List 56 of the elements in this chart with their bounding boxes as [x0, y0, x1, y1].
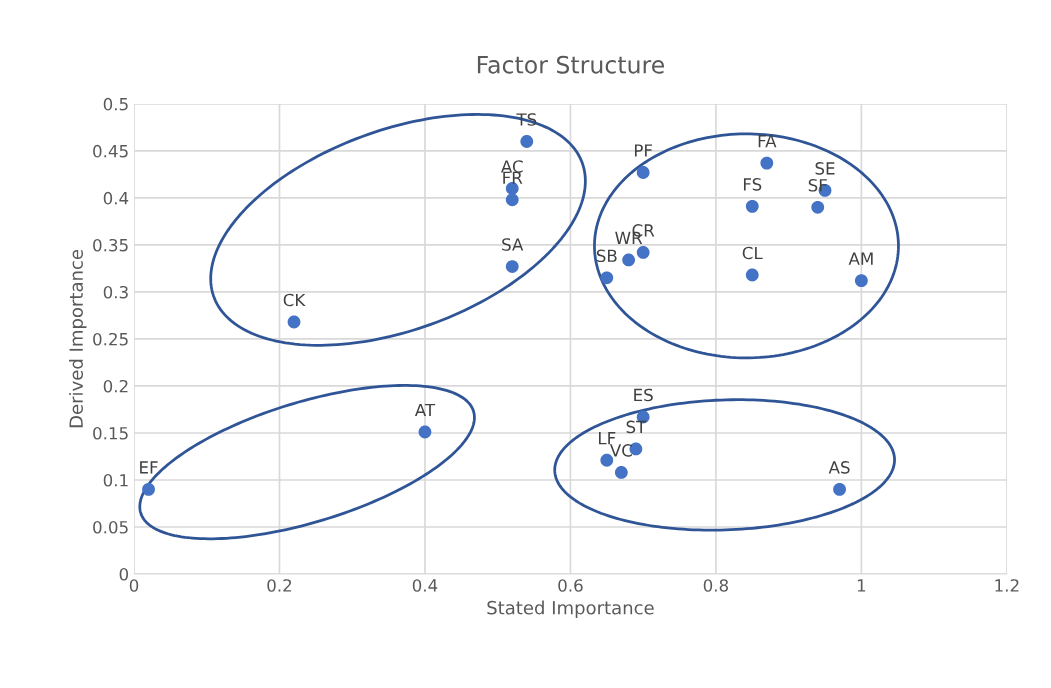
- y-tick-label: 0.45: [93, 144, 128, 158]
- annotation: ST: [626, 420, 647, 434]
- y-tick-label: 0: [119, 567, 129, 581]
- point: [854, 274, 868, 288]
- y-tick-label: 0.35: [93, 238, 128, 252]
- y-tick-label: 0.05: [93, 520, 128, 534]
- point: [811, 200, 825, 214]
- annotation: EF: [140, 461, 158, 474]
- point: [745, 268, 759, 282]
- point: [622, 253, 636, 267]
- annotation: FR: [503, 171, 523, 184]
- annotation: SB: [596, 249, 617, 263]
- annotation: SA: [502, 238, 524, 251]
- x-axis-title: Stated Importance: [487, 600, 654, 619]
- chart-title: Factor Structure: [477, 55, 664, 74]
- annotation: CL: [742, 246, 763, 260]
- point: [505, 260, 519, 273]
- annotation: FA: [758, 135, 777, 148]
- x-tick-label: 0.8: [703, 579, 729, 592]
- x-tick-label: 0.2: [267, 579, 292, 592]
- annotation: AT: [414, 403, 436, 417]
- x-tick-label: 1: [857, 579, 866, 592]
- point: [505, 193, 519, 207]
- y-tick-label: 0.5: [103, 97, 128, 111]
- y-tick-label: 0.15: [93, 426, 128, 440]
- annotation: ES: [634, 388, 653, 402]
- annotation: AS: [828, 461, 850, 474]
- annotation: SF: [808, 178, 827, 192]
- annotation: FS: [743, 178, 762, 191]
- x-tick-label: 0: [129, 579, 139, 592]
- point: [636, 246, 650, 259]
- x-tick-label: 0.6: [558, 579, 583, 592]
- annotation: CK: [283, 293, 306, 307]
- point: [614, 466, 628, 479]
- y-tick-label: 0.3: [103, 285, 128, 299]
- y-tick-label: 0.4: [103, 191, 129, 205]
- annotation: AM: [848, 252, 873, 265]
- y-tick-label: 0.1: [103, 473, 128, 487]
- x-tick-label: 0.4: [412, 579, 438, 592]
- point: [760, 156, 774, 170]
- annotation: AC: [501, 160, 523, 173]
- point: [600, 271, 614, 285]
- point: [636, 166, 650, 179]
- y-axis-title: Derived Importance: [69, 249, 87, 428]
- point: [745, 199, 759, 213]
- point: [287, 315, 301, 329]
- point: [418, 425, 432, 439]
- annotation: LF: [599, 432, 616, 445]
- y-tick-label: 0.2: [103, 379, 128, 393]
- annotation: PF: [634, 144, 653, 157]
- point: [142, 482, 155, 496]
- x-tick-label: 1.2: [995, 579, 1019, 592]
- point: [520, 135, 534, 148]
- annotation: SE: [815, 162, 835, 175]
- y-tick-label: 0.25: [93, 332, 128, 346]
- point: [833, 482, 846, 496]
